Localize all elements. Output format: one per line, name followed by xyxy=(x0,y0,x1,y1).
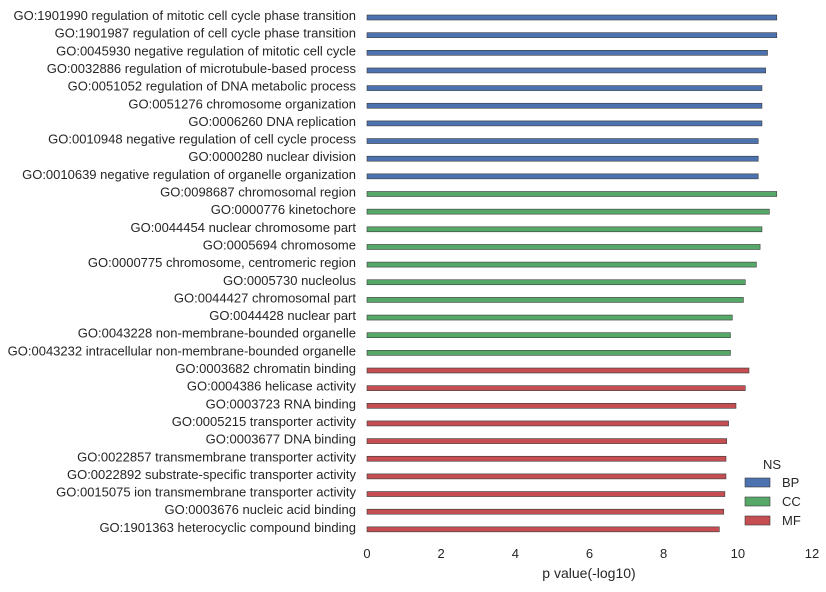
bars-layer xyxy=(366,14,778,533)
category-label: GO:0051052 regulation of DNA metabolic p… xyxy=(68,79,357,94)
category-label: GO:0022857 transmembrane transporter act… xyxy=(77,449,356,464)
bar-mf xyxy=(366,526,720,533)
bar-bp xyxy=(366,85,763,91)
category-label: GO:0022892 substrate-specific transporte… xyxy=(67,467,357,482)
category-labels: GO:1901990 regulation of mitotic cell cy… xyxy=(8,8,357,535)
category-label: GO:0003676 nucleic acid binding xyxy=(164,502,356,517)
bar-bp xyxy=(366,138,759,144)
legend-title: NS xyxy=(763,457,781,472)
bar-bp xyxy=(366,102,763,109)
bar-bp xyxy=(366,14,778,21)
legend-label-bp: BP xyxy=(782,475,799,490)
legend-label-mf: MF xyxy=(782,513,801,528)
bar-mf xyxy=(366,385,746,391)
bar-cc xyxy=(366,191,778,197)
category-label: GO:0004386 helicase activity xyxy=(187,379,357,394)
x-tick-label: 6 xyxy=(586,546,593,561)
x-axis: 0 2 4 6 8 10 12 xyxy=(363,546,819,561)
category-label: GO:0043232 intracellular non-membrane-bo… xyxy=(8,343,356,358)
x-tick-label: 4 xyxy=(512,546,519,561)
legend-swatch-bp xyxy=(744,477,771,488)
category-label: GO:0044427 chromosomal part xyxy=(174,290,356,305)
bar-cc xyxy=(366,226,763,233)
bar-bp xyxy=(366,49,768,56)
x-tick-label: 10 xyxy=(731,546,745,561)
bar-cc xyxy=(366,297,744,303)
category-label: GO:0010948 negative regulation of cell c… xyxy=(48,132,356,147)
bar-mf xyxy=(366,402,737,409)
bar-mf xyxy=(366,491,726,497)
bar-mf xyxy=(366,508,725,515)
category-label: GO:0006260 DNA replication xyxy=(188,114,356,129)
bar-cc xyxy=(366,314,733,321)
legend: NS BP CC MF xyxy=(744,457,801,528)
bar-cc xyxy=(366,261,757,268)
category-label: GO:0000775 chromosome, centromeric regio… xyxy=(88,255,356,270)
category-label: GO:0015075 ion transmembrane transporter… xyxy=(56,485,356,500)
bar-bp xyxy=(366,32,778,38)
bar-mf xyxy=(366,473,727,480)
category-label: GO:0045930 negative regulation of mitoti… xyxy=(56,43,356,58)
category-label: GO:0051276 chromosome organization xyxy=(128,96,356,111)
category-label: GO:0000776 kinetochore xyxy=(211,202,356,217)
category-label: GO:0044454 nuclear chromosome part xyxy=(131,220,357,235)
category-label: GO:0005730 nucleolus xyxy=(223,273,356,288)
legend-swatch-mf xyxy=(744,515,771,526)
bar-mf xyxy=(366,367,750,374)
legend-label-cc: CC xyxy=(782,494,801,509)
x-tick-label: 0 xyxy=(363,546,370,561)
category-label: GO:0010639 negative regulation of organe… xyxy=(22,167,356,182)
bar-bp xyxy=(366,155,759,162)
bar-bp xyxy=(366,120,763,127)
bar-mf xyxy=(366,455,727,462)
category-label: GO:0003677 DNA binding xyxy=(206,432,356,447)
category-label: GO:0043228 non-membrane-bounded organell… xyxy=(78,326,356,341)
category-label: GO:1901363 heterocyclic compound binding xyxy=(99,520,356,535)
category-label: GO:0003682 chromatin binding xyxy=(175,361,356,376)
bar-bp xyxy=(366,173,759,180)
category-label: GO:0044428 nuclear part xyxy=(209,308,356,323)
bar-cc xyxy=(366,332,731,339)
category-label: GO:0003723 RNA binding xyxy=(206,396,356,411)
category-label: GO:1901987 regulation of cell cycle phas… xyxy=(55,26,356,41)
category-label: GO:0000280 nuclear division xyxy=(188,149,356,164)
x-axis-label: p value(-log10) xyxy=(542,565,635,581)
bar-bp xyxy=(366,67,766,74)
category-label: GO:0032886 regulation of microtubule-bas… xyxy=(47,61,357,76)
x-tick-label: 2 xyxy=(438,546,445,561)
x-tick-label: 12 xyxy=(805,546,819,561)
bar-mf xyxy=(366,438,728,444)
bar-mf xyxy=(366,420,729,427)
category-label: GO:0005215 transporter activity xyxy=(172,414,357,429)
bar-cc xyxy=(366,350,731,356)
category-label: GO:0005694 chromosome xyxy=(203,237,356,252)
bar-cc xyxy=(366,279,746,286)
x-tick-label: 8 xyxy=(660,546,667,561)
bar-cc xyxy=(366,208,770,215)
bar-cc xyxy=(366,244,761,250)
category-label: GO:0098687 chromosomal region xyxy=(160,185,356,200)
legend-swatch-cc xyxy=(744,496,771,507)
category-label: GO:1901990 regulation of mitotic cell cy… xyxy=(13,8,356,23)
